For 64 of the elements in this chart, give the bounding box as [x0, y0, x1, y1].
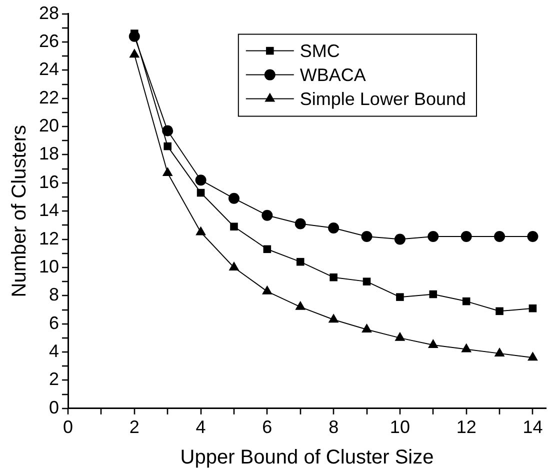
point — [328, 314, 339, 323]
legend-label: Simple Lower Bound — [300, 88, 466, 109]
point — [362, 278, 371, 286]
point — [196, 188, 205, 197]
point — [228, 261, 240, 270]
x-axis-title: Upper Bound of Cluster Size — [180, 446, 434, 469]
point — [228, 192, 240, 204]
point — [262, 210, 273, 221]
point — [428, 338, 438, 348]
point — [428, 230, 439, 242]
point — [461, 343, 472, 352]
y-tick-label: 28 — [38, 2, 60, 23]
point — [263, 245, 272, 254]
point — [494, 230, 506, 242]
y-tick-label: 8 — [49, 284, 60, 305]
point — [294, 218, 306, 230]
y-tick-label: 12 — [38, 228, 60, 248]
point — [162, 125, 174, 136]
point — [262, 285, 272, 294]
y-tick-label: 10 — [38, 256, 60, 276]
x-tick-label: 6 — [262, 417, 272, 438]
legend-label: SMC — [300, 40, 340, 61]
point — [528, 352, 538, 361]
x-tick-label: 0 — [63, 417, 74, 438]
point — [362, 323, 372, 332]
point — [295, 300, 306, 310]
y-tick-label: 26 — [38, 30, 60, 51]
x-tick-label: 10 — [390, 417, 410, 438]
point — [394, 234, 406, 245]
point — [429, 290, 438, 298]
point — [462, 297, 470, 306]
y-tick-label: 20 — [38, 116, 60, 136]
x-tick-label: 4 — [196, 417, 206, 438]
point — [162, 167, 173, 176]
x-tick-label: 8 — [328, 417, 339, 438]
y-tick-label: 2 — [49, 369, 60, 390]
point — [296, 258, 304, 266]
point — [196, 226, 206, 236]
y-tick-label: 4 — [49, 340, 60, 361]
y-tick-label: 24 — [38, 59, 60, 80]
point — [496, 307, 504, 316]
point — [330, 273, 338, 282]
point — [195, 174, 206, 186]
point — [394, 332, 406, 341]
y-axis-title: Number of Clusters — [8, 124, 31, 298]
point — [230, 222, 238, 230]
point — [328, 222, 340, 234]
point — [528, 304, 537, 312]
y-tick-label: 14 — [38, 200, 60, 220]
point — [460, 230, 472, 242]
y-tick-label: 6 — [49, 312, 60, 333]
point — [494, 347, 505, 356]
y-tick-label: 18 — [38, 144, 60, 164]
x-tick-label: 14 — [522, 417, 543, 438]
y-tick-label: 22 — [38, 87, 60, 108]
point — [527, 230, 538, 242]
point — [361, 230, 372, 242]
y-tick-label: 0 — [49, 397, 60, 418]
x-tick-label: 12 — [456, 417, 476, 438]
point — [164, 142, 172, 150]
legend-label: WBACA — [300, 64, 366, 85]
x-tick-label: 2 — [129, 417, 140, 438]
y-tick-label: 16 — [38, 172, 60, 192]
point — [396, 293, 404, 301]
